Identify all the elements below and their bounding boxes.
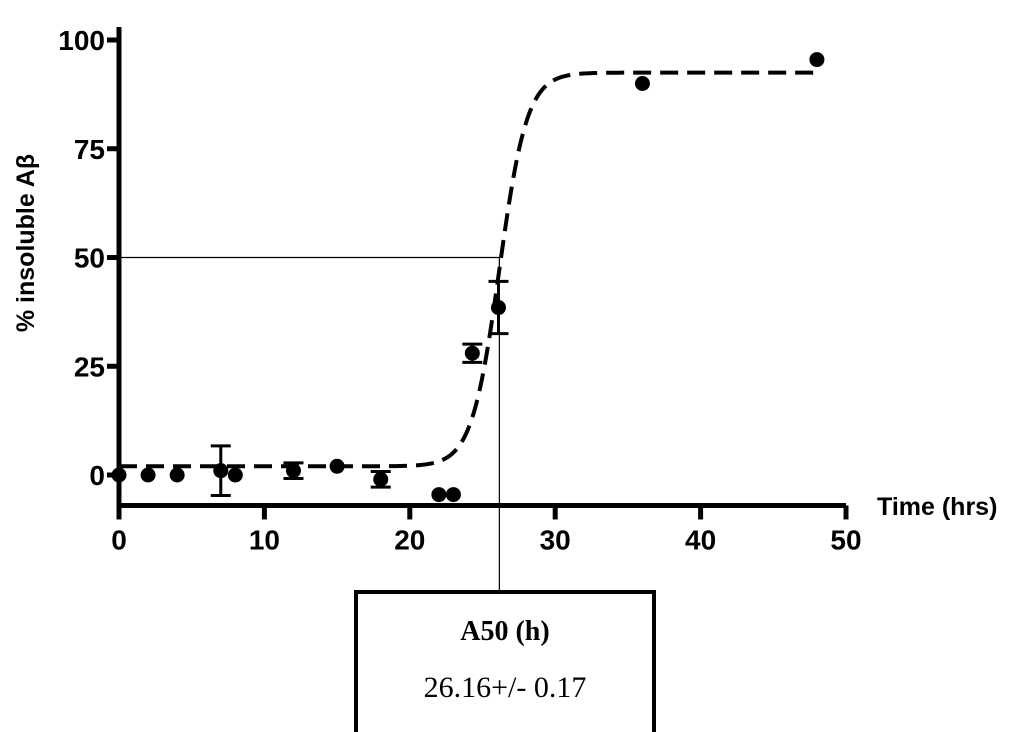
annotation-value: 26.16+/- 0.17 <box>424 671 587 704</box>
x-tick-label: 20 <box>394 524 425 555</box>
y-tick-label: 75 <box>74 134 105 165</box>
x-tick-label: 50 <box>830 524 861 555</box>
data-point <box>464 345 480 361</box>
data-point <box>169 467 185 483</box>
data-point <box>140 467 156 483</box>
data-points <box>111 52 825 503</box>
y-tick-label: 0 <box>89 460 105 491</box>
x-tick-label: 30 <box>540 524 571 555</box>
data-point <box>329 458 345 474</box>
sigmoid-fit-curve <box>119 70 817 469</box>
a50-annotation-box: A50 (h) 26.16+/- 0.17 <box>354 590 656 732</box>
data-point <box>227 467 243 483</box>
x-tick-label: 40 <box>685 524 716 555</box>
data-point <box>213 463 229 479</box>
reference-lines <box>119 256 500 592</box>
data-point <box>373 471 389 487</box>
data-point <box>809 52 825 68</box>
x-tick-label: 0 <box>111 524 127 555</box>
y-tick-label: 50 <box>74 243 105 274</box>
data-point <box>445 487 461 503</box>
x-ticks: 0 10 20 30 40 50 <box>111 505 862 555</box>
y-axis-title: % insoluble Aβ <box>12 154 40 332</box>
y-ticks: 0 25 50 75 100 <box>58 25 119 491</box>
data-point <box>431 487 447 503</box>
x-axis-title: Time (hrs) <box>877 493 997 521</box>
axes: 0 10 20 30 40 50 0 25 50 75 100 <box>58 25 861 555</box>
data-point <box>634 76 650 91</box>
error-bars <box>210 279 509 497</box>
y-tick-label: 25 <box>74 351 105 382</box>
data-point <box>490 300 506 316</box>
x-tick-label: 10 <box>249 524 280 555</box>
annotation-title: A50 (h) <box>460 616 549 647</box>
data-point <box>285 463 301 479</box>
y-tick-label: 100 <box>58 25 105 56</box>
annotation-box-frame <box>354 590 656 732</box>
